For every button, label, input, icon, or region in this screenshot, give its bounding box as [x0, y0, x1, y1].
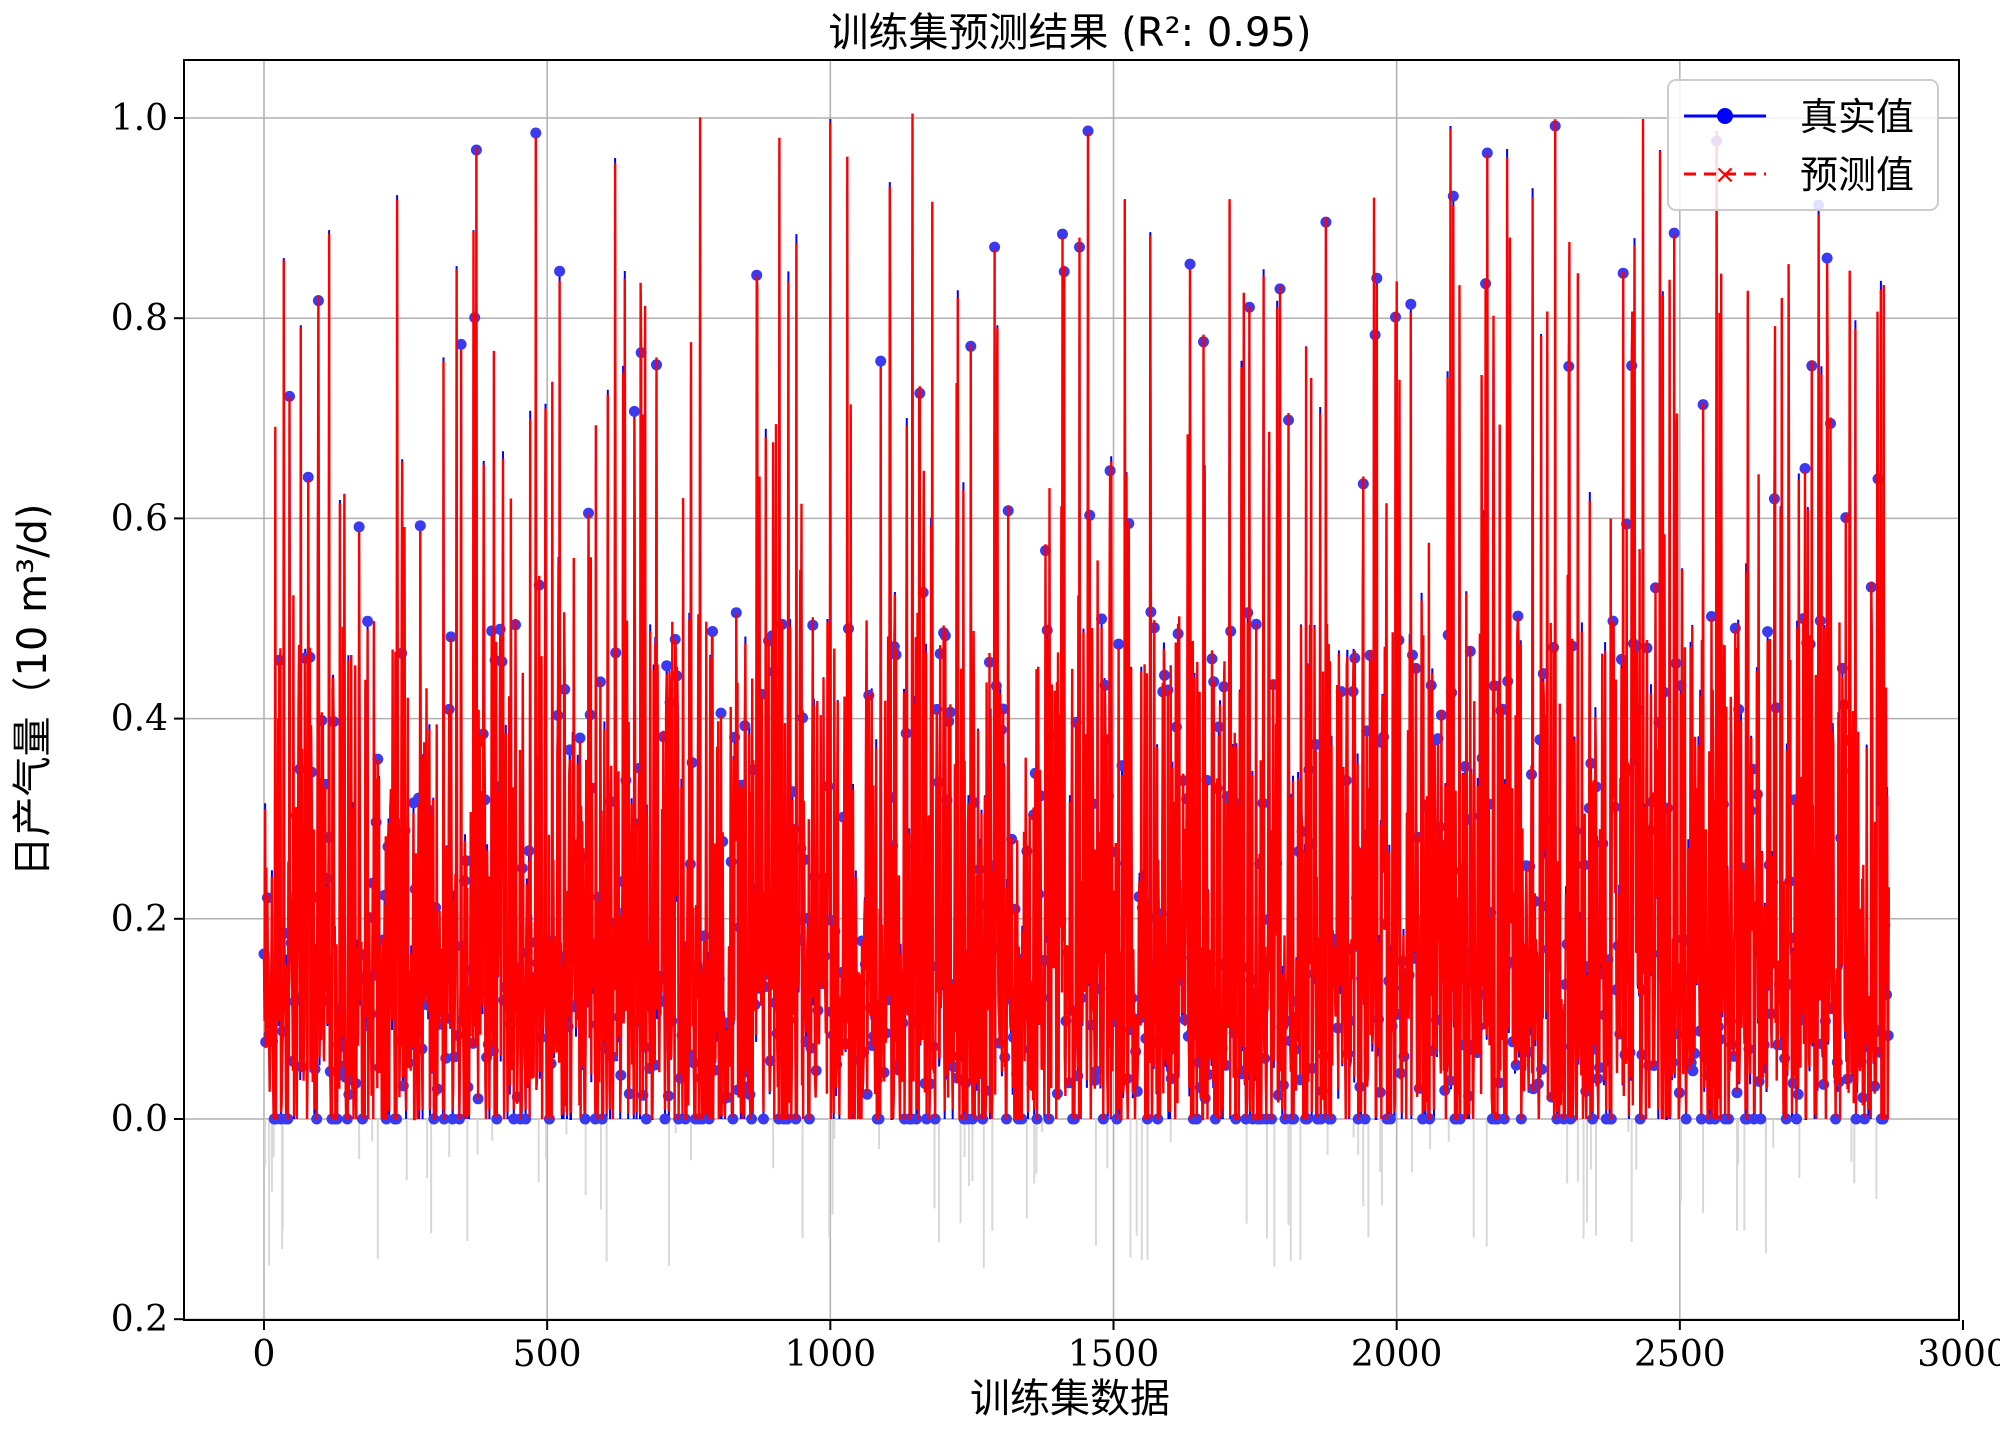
true-point [1512, 610, 1524, 622]
chart-title: 训练集预测结果 (R²: 0.95) [828, 10, 1311, 56]
true-point [1184, 258, 1196, 270]
noise-spikes [264, 1119, 1878, 1269]
true-point [1799, 463, 1811, 474]
y-axis-label: 日产气量（10 m³/d) [10, 503, 56, 876]
true-point [1731, 1087, 1743, 1099]
true-point [579, 1113, 591, 1125]
plot-frame [183, 59, 1960, 1321]
true-point [1082, 125, 1094, 137]
legend-label-true: 真实值 [1800, 95, 1914, 139]
true-point [583, 507, 594, 519]
true-point [1481, 147, 1493, 159]
true-point [929, 1113, 941, 1125]
true-point [989, 241, 1001, 253]
true-point [284, 390, 295, 402]
true-point [1821, 252, 1833, 264]
legend-label-pred: 预测值 [1800, 153, 1914, 197]
true-point [730, 607, 742, 619]
true-point [1587, 1113, 1599, 1125]
true-point [640, 1113, 652, 1125]
true-point [554, 265, 566, 277]
true-point [353, 521, 365, 533]
true-point [659, 1113, 671, 1125]
true-point [1762, 626, 1774, 638]
true-point [1191, 1113, 1203, 1125]
true-point [1057, 228, 1068, 240]
true-point [1850, 1113, 1862, 1125]
y-tick-label: 1.0 [111, 98, 168, 139]
y-tick-label: 0.2 [111, 899, 168, 940]
true-point [530, 127, 542, 139]
legend-marker-true [1717, 108, 1733, 124]
true-point [1041, 624, 1053, 636]
true-point [628, 405, 640, 417]
true-point [875, 355, 887, 367]
y-tick-label: 0.2 [111, 1299, 168, 1340]
true-point [362, 615, 374, 627]
y-tick-label: 0.4 [111, 699, 168, 740]
true-point [727, 1113, 739, 1125]
true-point [707, 626, 718, 637]
x-tick-label: 3000 [1917, 1334, 2000, 1375]
true-point [1859, 1113, 1870, 1125]
true-point [1791, 1113, 1802, 1125]
true-point [1405, 298, 1417, 310]
true-point [1498, 1113, 1510, 1125]
x-tick-label: 2000 [1351, 1334, 1443, 1375]
y-tick-label: 0.6 [111, 498, 168, 539]
true-point [1780, 1113, 1792, 1125]
true-point [1359, 1113, 1371, 1125]
legend-marker-pred: × [1714, 160, 1736, 190]
true-point [1792, 1088, 1804, 1100]
x-tick-label: 1500 [1068, 1334, 1160, 1375]
true-point [967, 1113, 978, 1125]
true-point [1680, 1113, 1692, 1125]
x-tick-label: 2500 [1634, 1334, 1726, 1375]
true-point [302, 471, 314, 483]
y-tick-label: 0.0 [111, 1099, 168, 1140]
true-point [1510, 1059, 1522, 1071]
true-point [1288, 1113, 1300, 1125]
series-pred-line [262, 113, 1890, 1123]
true-point [1830, 1113, 1842, 1125]
true-point [758, 1113, 769, 1125]
y-tick-label: 0.8 [111, 298, 168, 339]
legend: 真实值 × 预测值 [1667, 79, 1939, 211]
series-layer [258, 113, 1894, 1125]
x-tick-label: 500 [513, 1334, 582, 1375]
true-point [1755, 1113, 1767, 1125]
true-point [455, 338, 467, 350]
true-point [1084, 509, 1096, 521]
true-point [910, 1113, 922, 1125]
ticks: 0 500 1000 1500 2000 2500 3000 0.2 0.0 0.2 0.4 0.6 0… [111, 98, 2000, 1375]
true-point [414, 520, 426, 532]
true-point [520, 1113, 532, 1125]
true-point [715, 707, 727, 719]
true-point [1706, 611, 1717, 622]
x-tick-label: 0 [253, 1334, 276, 1375]
x-tick-label: 1000 [785, 1334, 877, 1375]
true-point [1113, 638, 1125, 650]
true-point [1695, 1113, 1707, 1125]
legend-box [1667, 79, 1939, 211]
true-point [661, 660, 673, 672]
true-point [861, 1088, 873, 1100]
true-point [574, 732, 586, 744]
x-axis-label: 训练集数据 [970, 1376, 1170, 1422]
true-point [1668, 227, 1680, 239]
